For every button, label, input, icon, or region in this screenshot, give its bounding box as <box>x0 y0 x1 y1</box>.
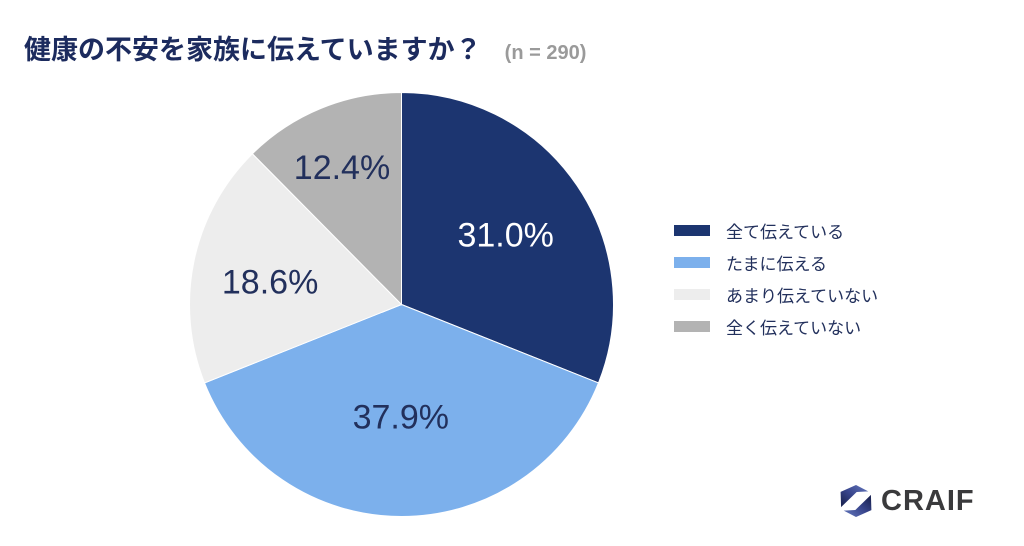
svg-text:12.4%: 12.4% <box>294 149 390 187</box>
svg-text:18.6%: 18.6% <box>222 264 318 302</box>
svg-text:37.9%: 37.9% <box>353 398 449 436</box>
svg-text:31.0%: 31.0% <box>457 217 553 255</box>
